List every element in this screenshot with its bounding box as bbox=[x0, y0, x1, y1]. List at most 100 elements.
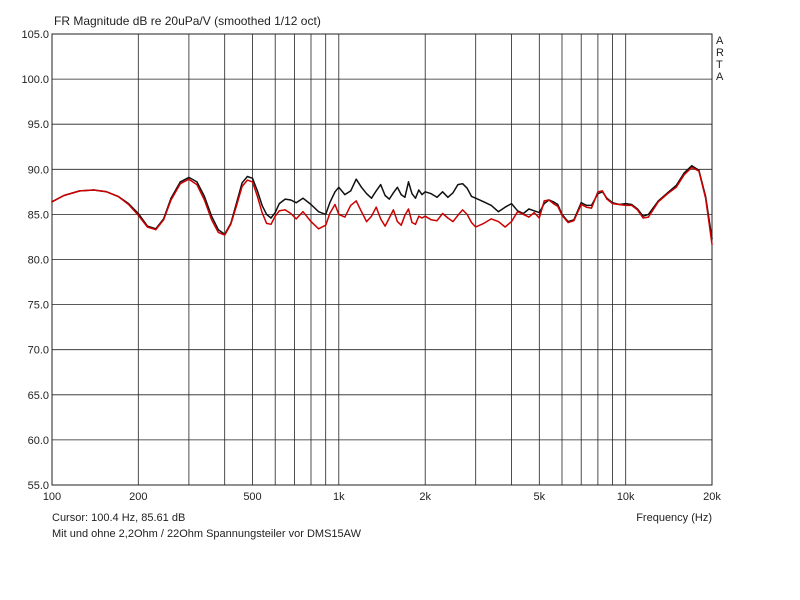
series-lines bbox=[51, 164, 713, 245]
data-point bbox=[597, 191, 599, 193]
data-point bbox=[246, 175, 248, 178]
data-point bbox=[504, 206, 506, 208]
data-point bbox=[683, 172, 685, 174]
data-point bbox=[414, 223, 417, 225]
data-point bbox=[325, 224, 327, 226]
data-point bbox=[442, 212, 444, 215]
data-point bbox=[370, 197, 373, 199]
data-point bbox=[302, 197, 304, 199]
x-tick-label: 10k bbox=[617, 491, 635, 503]
x-tick-label: 100 bbox=[43, 491, 61, 503]
data-point bbox=[667, 193, 669, 195]
data-point bbox=[548, 199, 550, 201]
data-point bbox=[325, 213, 327, 215]
data-point bbox=[251, 181, 254, 183]
x-tick-label: 2k bbox=[419, 491, 431, 503]
data-point bbox=[63, 194, 65, 197]
data-point bbox=[573, 220, 575, 222]
data-point bbox=[442, 191, 444, 193]
y-tick-label: 95.0 bbox=[28, 119, 49, 131]
data-point bbox=[447, 217, 449, 219]
data-point bbox=[310, 221, 312, 223]
y-axis-ticks: 55.0 60.0 65.0 70.0 75.0 80.0 85.0 90.0 95.0 100.… bbox=[21, 29, 49, 492]
y-tick-label: 105.0 bbox=[21, 29, 49, 41]
cursor-readout: Cursor: 100.4 Hz, 85.61 dB bbox=[52, 512, 185, 524]
data-point bbox=[475, 197, 477, 199]
data-point bbox=[407, 208, 410, 210]
data-point bbox=[295, 218, 297, 220]
y-tick-label: 60.0 bbox=[28, 435, 49, 447]
data-point bbox=[360, 211, 363, 213]
data-point bbox=[691, 165, 693, 167]
data-point bbox=[256, 190, 258, 192]
data-point bbox=[266, 213, 268, 215]
data-point bbox=[79, 190, 81, 192]
data-point bbox=[241, 185, 243, 187]
data-point bbox=[146, 226, 148, 228]
data-point bbox=[270, 217, 272, 219]
data-point bbox=[137, 212, 139, 215]
data-point bbox=[424, 215, 426, 217]
data-point bbox=[647, 213, 650, 215]
data-point bbox=[295, 202, 297, 204]
data-point bbox=[384, 194, 386, 197]
data-point bbox=[642, 217, 644, 219]
data-point bbox=[580, 202, 582, 204]
data-point bbox=[274, 212, 276, 214]
data-point bbox=[290, 199, 292, 201]
data-point bbox=[334, 203, 336, 206]
data-point bbox=[452, 192, 454, 194]
data-point bbox=[366, 221, 368, 223]
x-tick-label: 20k bbox=[703, 491, 721, 503]
data-point bbox=[290, 212, 292, 215]
y-tick-label: 100.0 bbox=[21, 74, 49, 86]
data-point bbox=[203, 199, 205, 201]
data-point bbox=[338, 186, 340, 188]
data-point bbox=[436, 196, 438, 198]
data-point bbox=[698, 170, 700, 172]
data-point bbox=[355, 178, 357, 180]
data-point bbox=[396, 186, 398, 188]
data-point bbox=[457, 184, 459, 186]
data-point bbox=[436, 220, 438, 222]
data-point bbox=[370, 215, 373, 217]
data-point bbox=[224, 234, 226, 236]
data-point bbox=[625, 203, 627, 205]
data-point bbox=[128, 203, 130, 206]
data-point bbox=[475, 226, 477, 228]
data-point bbox=[497, 221, 499, 223]
data-point bbox=[179, 181, 181, 183]
data-point bbox=[256, 195, 258, 197]
data-point bbox=[246, 179, 248, 181]
data-point bbox=[611, 203, 614, 205]
data-point bbox=[211, 219, 213, 221]
data-point bbox=[517, 211, 519, 213]
brand-letter-a2: A bbox=[716, 71, 724, 83]
data-point bbox=[528, 216, 530, 218]
data-point bbox=[533, 210, 535, 212]
data-point bbox=[691, 166, 693, 169]
data-point bbox=[211, 215, 213, 217]
data-point bbox=[657, 201, 659, 203]
data-point bbox=[355, 200, 357, 202]
data-point bbox=[683, 174, 685, 176]
x-tick-label: 5k bbox=[533, 491, 545, 503]
data-point bbox=[411, 193, 413, 195]
data-point bbox=[392, 192, 394, 194]
data-point bbox=[590, 207, 593, 209]
x-axis-ticks: 100 200 500 1k 2k 5k 10k 20k bbox=[43, 491, 722, 503]
data-point bbox=[236, 204, 238, 206]
data-point bbox=[284, 209, 286, 211]
data-point bbox=[179, 183, 181, 185]
data-point bbox=[705, 197, 707, 199]
data-point bbox=[470, 195, 473, 197]
data-point bbox=[470, 221, 473, 224]
x-tick-label: 200 bbox=[129, 491, 147, 503]
data-point bbox=[585, 206, 588, 208]
data-point bbox=[561, 214, 563, 216]
data-point bbox=[188, 178, 190, 180]
y-tick-label: 90.0 bbox=[28, 164, 49, 176]
y-tick-label: 75.0 bbox=[28, 300, 49, 312]
data-point bbox=[580, 203, 582, 206]
